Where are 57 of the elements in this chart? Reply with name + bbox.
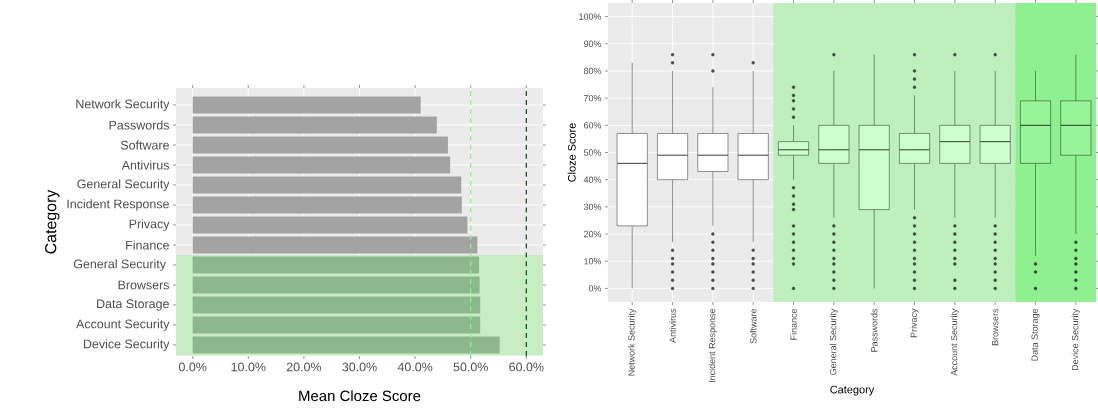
x-tick-label: Browsers xyxy=(992,308,999,346)
bar xyxy=(192,336,500,354)
x-axis-title: Category xyxy=(830,385,875,396)
y-axis-title: Cloze Score xyxy=(567,123,576,182)
bar xyxy=(192,116,437,134)
bar xyxy=(192,136,448,154)
y-tick-label: Privacy xyxy=(129,219,170,231)
y-tick-label: 80% xyxy=(583,67,602,75)
y-tick-label: 50% xyxy=(583,149,602,156)
x-axis-title: Mean Cloze Score xyxy=(299,390,421,402)
y-tick-label: Network Security xyxy=(76,99,170,111)
y-tick-label: 0% xyxy=(588,285,602,292)
y-tick-label: 10% xyxy=(584,258,602,265)
bar xyxy=(192,96,421,114)
bar xyxy=(192,156,451,174)
x-tick-label: Account Security xyxy=(950,308,960,376)
y-tick-label: Data Storage xyxy=(97,299,169,311)
y-tick-label: 20% xyxy=(583,230,602,238)
y-tick-label: Finance xyxy=(126,240,169,250)
y-axis-title: Category xyxy=(45,189,60,254)
bar xyxy=(192,236,478,254)
bar xyxy=(192,276,480,294)
x-tick-label: Antivirus xyxy=(669,308,676,343)
y-tick-label: 30% xyxy=(583,203,602,211)
x-tick-label: 20.0% xyxy=(286,362,322,372)
x-tick-label: Device Security xyxy=(1071,308,1081,371)
bar xyxy=(192,256,480,274)
y-tick-label: General Security xyxy=(77,179,170,191)
y-tick-label: Browsers xyxy=(118,280,170,290)
x-tick-label: Data Storage xyxy=(1031,308,1040,361)
x-tick-label: 50.0% xyxy=(453,362,488,372)
x-tick-label: General Security xyxy=(829,308,839,375)
y-tick-label: 60% xyxy=(583,122,602,129)
y-tick-label: 70% xyxy=(583,94,602,102)
y-tick-label: Passwords xyxy=(109,120,170,130)
x-tick-label: Privacy xyxy=(910,308,919,338)
x-tick-label: Software xyxy=(749,308,757,344)
y-tick-label: 100% xyxy=(579,13,602,20)
x-tick-label: 10.0% xyxy=(231,362,266,372)
y-tick-label: 90% xyxy=(583,40,602,47)
x-tick-label: 30.0% xyxy=(342,362,377,372)
y-tick-label: Incident Response xyxy=(67,199,169,211)
x-tick-label: 40.0% xyxy=(397,362,433,372)
y-tick-label: 40% xyxy=(583,176,602,183)
x-tick-label: 60.0% xyxy=(509,362,544,372)
y-tick-label: Software xyxy=(120,140,169,150)
bar xyxy=(192,176,462,194)
bar xyxy=(192,296,481,314)
x-tick-label: Passwords xyxy=(870,308,878,352)
x-tick-label: 0.0% xyxy=(178,362,207,372)
bar xyxy=(192,196,462,214)
x-tick-label: Finance xyxy=(790,308,797,340)
bar xyxy=(192,216,468,234)
y-tick-label: General Security xyxy=(73,259,166,271)
bar xyxy=(192,316,481,334)
x-tick-label: Incident Response xyxy=(708,308,718,382)
y-tick-label: Antivirus xyxy=(121,160,170,170)
